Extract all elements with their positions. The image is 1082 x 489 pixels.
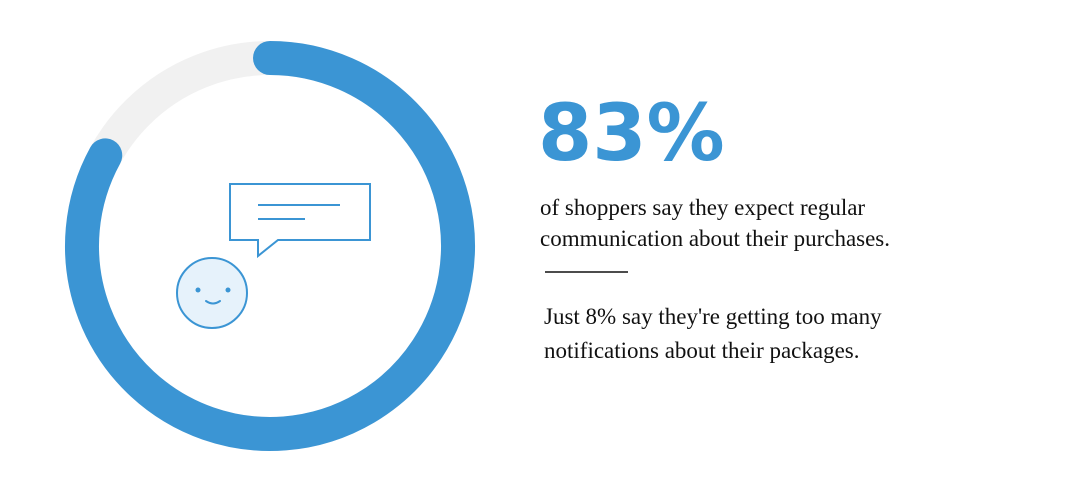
chat-icon <box>229 183 371 259</box>
gauge-arc <box>65 41 475 451</box>
note-line: notifications about their packages. <box>544 338 860 363</box>
value-label: 83% <box>538 89 725 179</box>
description-line: of shoppers say they expect regular <box>540 195 865 220</box>
smiley-icon <box>176 257 248 329</box>
note-line: Just 8% say they're getting too many <box>544 304 882 329</box>
description-line: communication about their purchases. <box>540 226 890 251</box>
